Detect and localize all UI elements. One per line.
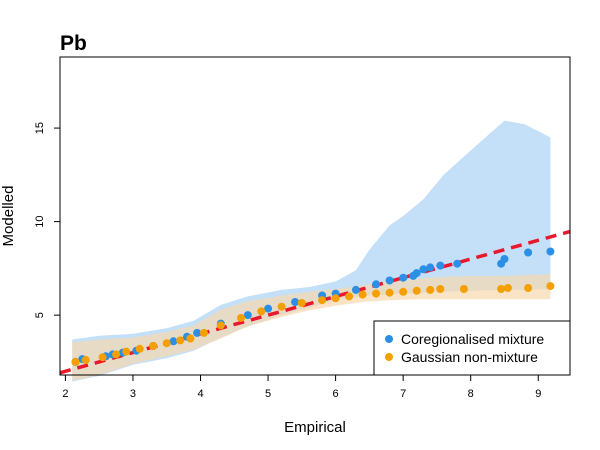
y-tick-label: 15 [34, 122, 46, 134]
point-gaussian [257, 307, 266, 316]
y-axis-label: Modelled [0, 186, 17, 247]
point-coregionalised [546, 247, 555, 256]
y-tick-label: 5 [34, 312, 46, 318]
point-coregionalised [372, 280, 381, 289]
point-coregionalised [500, 255, 509, 263]
point-gaussian [237, 313, 245, 322]
legend-label-coregionalised: Coregionalised mixture [401, 331, 544, 347]
point-gaussian [331, 294, 340, 303]
point-coregionalised [351, 285, 360, 294]
y-axis: 5 10 15 [34, 122, 61, 318]
x-tick-label: 5 [265, 388, 271, 400]
x-tick-label: 9 [535, 388, 541, 400]
point-coregionalised [243, 311, 252, 320]
x-tick-label: 8 [468, 388, 474, 400]
legend-label-gaussian: Gaussian non-mixture [401, 349, 538, 365]
point-coregionalised [426, 263, 435, 272]
point-gaussian [372, 289, 381, 298]
point-gaussian [399, 287, 408, 296]
x-tick-label: 7 [400, 388, 406, 400]
point-gaussian [524, 284, 533, 292]
point-gaussian [358, 290, 367, 299]
point-gaussian [135, 344, 144, 353]
point-gaussian [436, 285, 445, 293]
point-gaussian [318, 296, 327, 305]
point-coregionalised [193, 328, 202, 337]
point-gaussian [176, 336, 185, 345]
point-gaussian [122, 347, 131, 356]
point-gaussian [277, 302, 286, 311]
point-gaussian [503, 284, 512, 292]
reference-line-group [59, 229, 571, 375]
point-gaussian [112, 350, 121, 359]
point-gaussian [385, 288, 394, 297]
data-points [71, 247, 555, 366]
point-gaussian [162, 339, 171, 348]
point-coregionalised [419, 265, 428, 274]
point-gaussian [199, 328, 208, 337]
point-coregionalised [453, 259, 462, 268]
x-tick-label: 6 [333, 388, 339, 400]
x-tick-label: 3 [130, 388, 136, 400]
point-coregionalised [524, 248, 533, 257]
reference-line [59, 229, 571, 375]
point-gaussian [71, 357, 80, 366]
legend-marker-coregionalised [385, 335, 393, 343]
point-gaussian [459, 285, 468, 293]
point-coregionalised [385, 276, 394, 285]
point-gaussian [297, 299, 306, 307]
y-tick-label: 10 [34, 215, 46, 227]
point-gaussian [186, 334, 195, 343]
point-gaussian [412, 286, 421, 295]
band-gaussian [72, 274, 551, 381]
point-coregionalised [264, 304, 273, 313]
x-axis: 2 3 4 5 6 7 8 9 [62, 374, 541, 400]
point-coregionalised [169, 337, 178, 346]
point-coregionalised [399, 273, 408, 282]
x-tick-label: 2 [62, 388, 68, 400]
point-gaussian [426, 285, 435, 294]
legend-marker-gaussian [385, 353, 393, 361]
point-gaussian [546, 282, 555, 291]
point-coregionalised [436, 261, 445, 270]
x-tick-label: 4 [197, 388, 203, 400]
point-gaussian [216, 321, 225, 330]
chart-title: Pb [60, 32, 87, 55]
legend: Coregionalised mixture Gaussian non-mixt… [373, 320, 571, 376]
point-coregionalised [291, 298, 300, 306]
point-gaussian [149, 342, 158, 350]
point-gaussian [497, 285, 506, 293]
point-coregionalised [412, 269, 421, 278]
x-axis-label: Empirical [284, 419, 346, 436]
point-gaussian [98, 353, 107, 362]
point-gaussian [81, 356, 90, 364]
point-gaussian [345, 292, 354, 301]
legend-box [373, 320, 571, 376]
